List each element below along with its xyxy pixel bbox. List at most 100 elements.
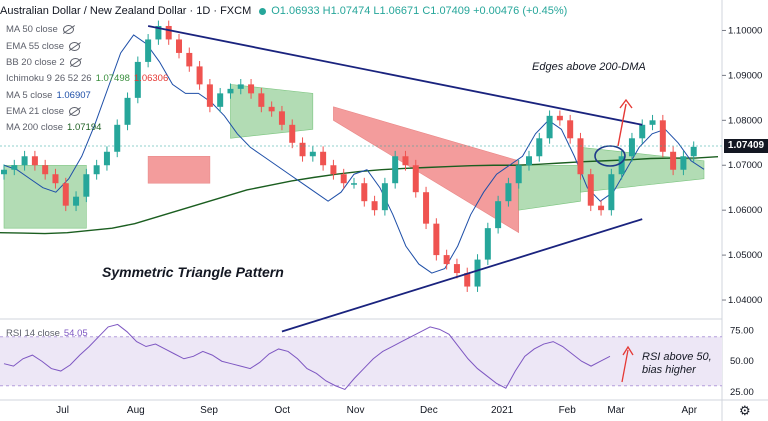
legend-item[interactable]: MA 5 close 1.06907 [6,89,91,102]
candle-body [227,88,234,94]
annotation-edges: Edges above 200-DMA [532,61,646,73]
candle-body [165,25,172,40]
eye-crossed-icon[interactable] [69,58,81,67]
candle-body [474,259,481,287]
candle-body [628,138,635,157]
candle-body [83,174,90,197]
x-tick-label: Jul [56,405,69,416]
legend-label: EMA 55 close [6,41,65,52]
candle-body [433,223,440,256]
y-tick-label: 1.08000 [728,115,762,126]
candle-body [556,115,563,121]
candle-body [464,273,471,287]
legend-value: 1.06907 [56,90,91,101]
candle-body [443,255,450,265]
legend-item[interactable]: EMA 21 close [6,105,81,118]
candle-body [258,93,265,107]
annotation-rsi-line1: RSI above 50, [642,351,712,363]
eye-crossed-icon[interactable] [69,42,81,51]
ichimoku-cloud-segment [333,106,520,234]
annotation-rsi: RSI above 50, bias higher [642,351,712,377]
symbol-title[interactable]: Australian Dollar / New Zealand Dollar ·… [0,5,252,17]
rsi-arrow-head [622,345,634,356]
candle-body [515,165,522,184]
rsi-legend[interactable]: RSI 14 close 54.05 [6,328,88,339]
y-tick-label: 1.10000 [728,25,762,36]
candle-body [381,183,388,211]
annotation-pattern: Symmetric Triangle Pattern [102,264,284,280]
rsi-tick-label: 25.00 [730,387,754,398]
candle-body [289,124,296,143]
candle-body [62,183,69,206]
candle-body [176,39,182,53]
rsi-band [0,336,722,386]
candle-body [114,124,121,152]
candle-body [587,174,594,206]
legend-value-2: 1.06306 [133,73,169,84]
candle-body [484,228,491,260]
legend-label: Ichimoku 9 26 52 26 [6,73,92,84]
legend-item[interactable]: MA 50 close [6,23,74,36]
rsi-value: 54.05 [63,328,88,339]
legend-label: MA 200 close [6,122,64,133]
candle-body [320,151,327,166]
candle-body [361,183,368,202]
legend-label: BB 20 close 2 [6,57,65,68]
legend-item[interactable]: MA 200 close 1.07194 [6,121,101,134]
ichimoku-cloud-segment [580,146,705,193]
legend-item[interactable]: EMA 55 close [6,40,81,53]
rsi-label: RSI 14 close [6,328,60,339]
candle-body [52,174,59,184]
gear-icon[interactable]: ⚙ [739,403,751,418]
candle-body [217,93,224,107]
candle-body [124,97,131,125]
candle-body [639,124,646,139]
candle-body [206,84,213,107]
candle-body [659,120,666,152]
candle-body [330,165,337,175]
x-tick-label: Dec [420,405,438,416]
candle-body [680,156,687,170]
candle-body [21,156,28,166]
rsi-tick-label: 75.00 [730,326,754,337]
candle-body [237,84,244,89]
candle-body [11,165,18,170]
y-tick-label: 1.04000 [728,295,762,306]
candle-body [134,61,141,98]
rsi-arrow-shaft [621,349,629,383]
x-tick-label: 2021 [491,405,514,416]
candle-body [412,165,419,193]
candle-body [31,156,38,166]
eye-crossed-icon[interactable] [69,107,81,116]
x-tick-label: Nov [347,405,365,416]
candle-body [608,174,615,211]
candle-body [351,183,357,185]
x-tick-label: Aug [127,405,145,416]
candle-body [402,156,409,166]
rsi-line [3,323,611,391]
y-tick-label: 1.05000 [728,250,762,261]
x-tick-label: Sep [200,405,218,416]
candle-body [649,120,656,125]
candle-body [546,115,553,139]
candle-body [309,151,316,157]
ohlc-readout: O1.06933 H1.07474 L1.06671 C1.07409 +0.0… [271,5,568,17]
legend-item[interactable]: Ichimoku 9 26 52 26 1.07498 1.06306 [6,72,168,85]
candle-body [278,111,285,125]
candle-body [526,156,532,166]
legend-item[interactable]: BB 20 close 2 [6,56,81,69]
ma5-line [3,34,705,274]
breakout-arrow-head [619,98,633,109]
candle-body [577,138,584,175]
candle-body [690,146,697,157]
breakout-arrow-shaft [617,103,627,147]
y-tick-label: 1.06000 [728,205,762,216]
candle-body [618,156,625,175]
candle-body [155,25,162,40]
trendline-lower [281,218,643,333]
eye-crossed-icon[interactable] [62,25,74,34]
legend-label: MA 50 close [6,24,58,35]
candle-body [299,142,306,157]
